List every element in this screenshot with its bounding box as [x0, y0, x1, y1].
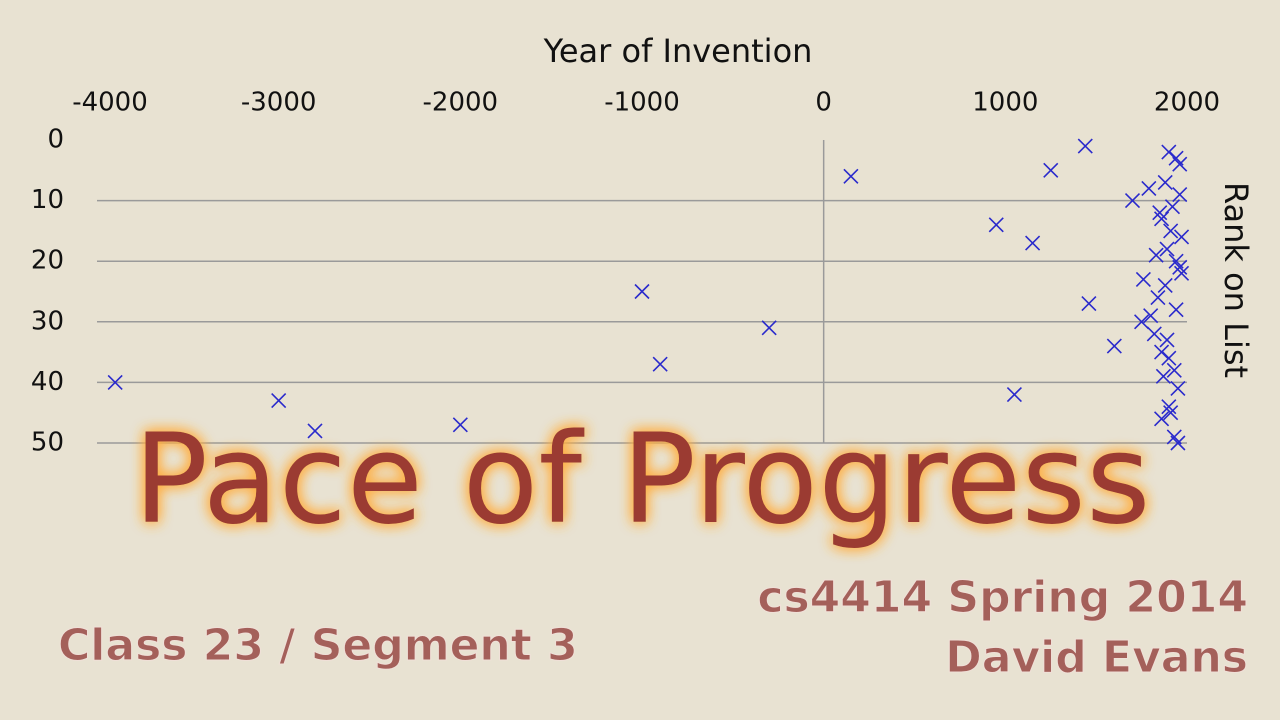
slide-title: Pace of Progress [133, 408, 1150, 552]
y-tick-label: 50 [31, 428, 64, 458]
plot: 0 10 20 30 40 50 -4000 -3000 -2000 -1000 0 1000 2000 [31, 88, 1220, 458]
point [1146, 326, 1162, 342]
point [1163, 405, 1179, 421]
point [1124, 193, 1141, 209]
course: cs4414 Spring 2014 [757, 572, 1248, 623]
point [1172, 156, 1188, 172]
point [634, 283, 650, 300]
point [1148, 247, 1164, 263]
point [307, 423, 323, 439]
x-tick-label: -4000 [72, 88, 148, 118]
point [1157, 174, 1173, 190]
point [1170, 380, 1186, 397]
point [1154, 411, 1170, 427]
point [1164, 199, 1181, 215]
x-tick-label: 2000 [1154, 88, 1220, 118]
author: David Evans [945, 632, 1248, 683]
point [1159, 241, 1175, 257]
x-tick-label: 1000 [972, 88, 1038, 118]
point [1161, 144, 1177, 160]
point [652, 356, 668, 372]
point [1155, 368, 1171, 384]
x-axis-title: Year of Invention [543, 32, 813, 70]
y-axis-title: Rank on List [1217, 182, 1255, 378]
point [1172, 186, 1188, 203]
point [1150, 289, 1166, 306]
x-tick-label: -1000 [604, 88, 680, 118]
point [1135, 271, 1151, 287]
point [107, 374, 123, 390]
point [1143, 308, 1159, 324]
point [1159, 332, 1175, 348]
y-tick-label: 0 [47, 125, 64, 155]
point [1141, 180, 1157, 197]
point [1043, 162, 1059, 178]
point [761, 320, 777, 336]
point [452, 417, 468, 433]
point [1006, 386, 1022, 403]
point [1163, 223, 1179, 239]
x-tick-label: 0 [815, 88, 832, 118]
point [1173, 229, 1190, 245]
point [1161, 350, 1177, 366]
point [988, 217, 1004, 233]
point [1170, 435, 1186, 451]
point [1157, 277, 1173, 294]
point [1173, 265, 1190, 281]
y-tick-label: 40 [31, 367, 64, 397]
segment: Class 23 / Segment 3 [58, 620, 578, 671]
point [1077, 138, 1093, 154]
point [1168, 302, 1184, 318]
point [1025, 235, 1041, 251]
y-tick-label: 30 [31, 306, 64, 336]
point [1161, 399, 1177, 415]
y-tick-label: 20 [31, 246, 64, 276]
x-tick-label: -2000 [423, 88, 499, 118]
point [1166, 362, 1182, 378]
x-tick-label: -3000 [241, 88, 317, 118]
point [1106, 338, 1122, 354]
point [1134, 314, 1150, 330]
point [1172, 259, 1188, 275]
point [271, 393, 287, 409]
point [1152, 205, 1168, 221]
point [843, 168, 859, 184]
point [1154, 211, 1170, 227]
point [1154, 344, 1170, 360]
point [1081, 296, 1097, 312]
y-tick-label: 10 [31, 185, 64, 215]
